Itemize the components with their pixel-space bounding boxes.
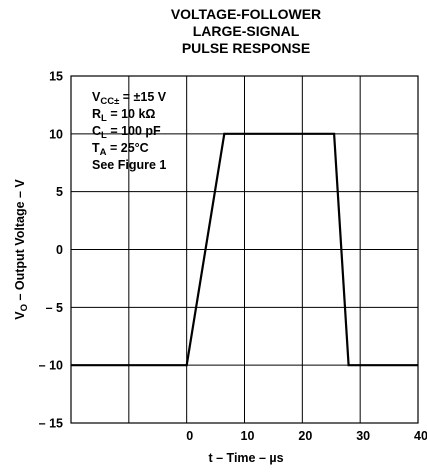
x-tick-label: 30 bbox=[356, 429, 370, 443]
x-axis-ticks: 0 10 20 30 40 bbox=[186, 429, 427, 443]
y-tick-label: 0 bbox=[56, 243, 63, 257]
x-axis-label: t – Time – µs bbox=[208, 451, 283, 465]
y-axis-label: VO – Output Voltage – V bbox=[13, 179, 30, 320]
condition-line: RL = 10 kΩ bbox=[92, 107, 155, 124]
chart-title-line: PULSE RESPONSE bbox=[182, 40, 310, 56]
y-tick-label: – 15 bbox=[39, 417, 63, 431]
series-line bbox=[71, 132, 418, 367]
series-group bbox=[71, 132, 418, 367]
y-tick-label: 15 bbox=[49, 70, 63, 84]
condition-line: See Figure 1 bbox=[92, 158, 166, 172]
y-tick-label: 10 bbox=[49, 127, 63, 141]
condition-line: TA = 25°C bbox=[92, 141, 149, 158]
chart-title-line: LARGE-SIGNAL bbox=[193, 23, 300, 39]
chart-title-line: VOLTAGE-FOLLOWER bbox=[171, 6, 321, 22]
plot-frame bbox=[70, 75, 419, 424]
x-tick-label: 20 bbox=[298, 429, 312, 443]
condition-line: VCC± = ±15 V bbox=[92, 90, 167, 107]
y-tick-label: – 5 bbox=[46, 301, 63, 315]
condition-line: CL = 100 pF bbox=[92, 124, 161, 141]
x-tick-label: 0 bbox=[186, 429, 193, 443]
y-tick-label: – 10 bbox=[39, 359, 63, 373]
y-axis-ticks: 15 10 5 0 – 5 – 10 – 15 bbox=[39, 70, 63, 431]
y-tick-label: 5 bbox=[56, 185, 63, 199]
x-tick-label: 10 bbox=[241, 429, 255, 443]
x-tick-label: 40 bbox=[414, 429, 427, 443]
